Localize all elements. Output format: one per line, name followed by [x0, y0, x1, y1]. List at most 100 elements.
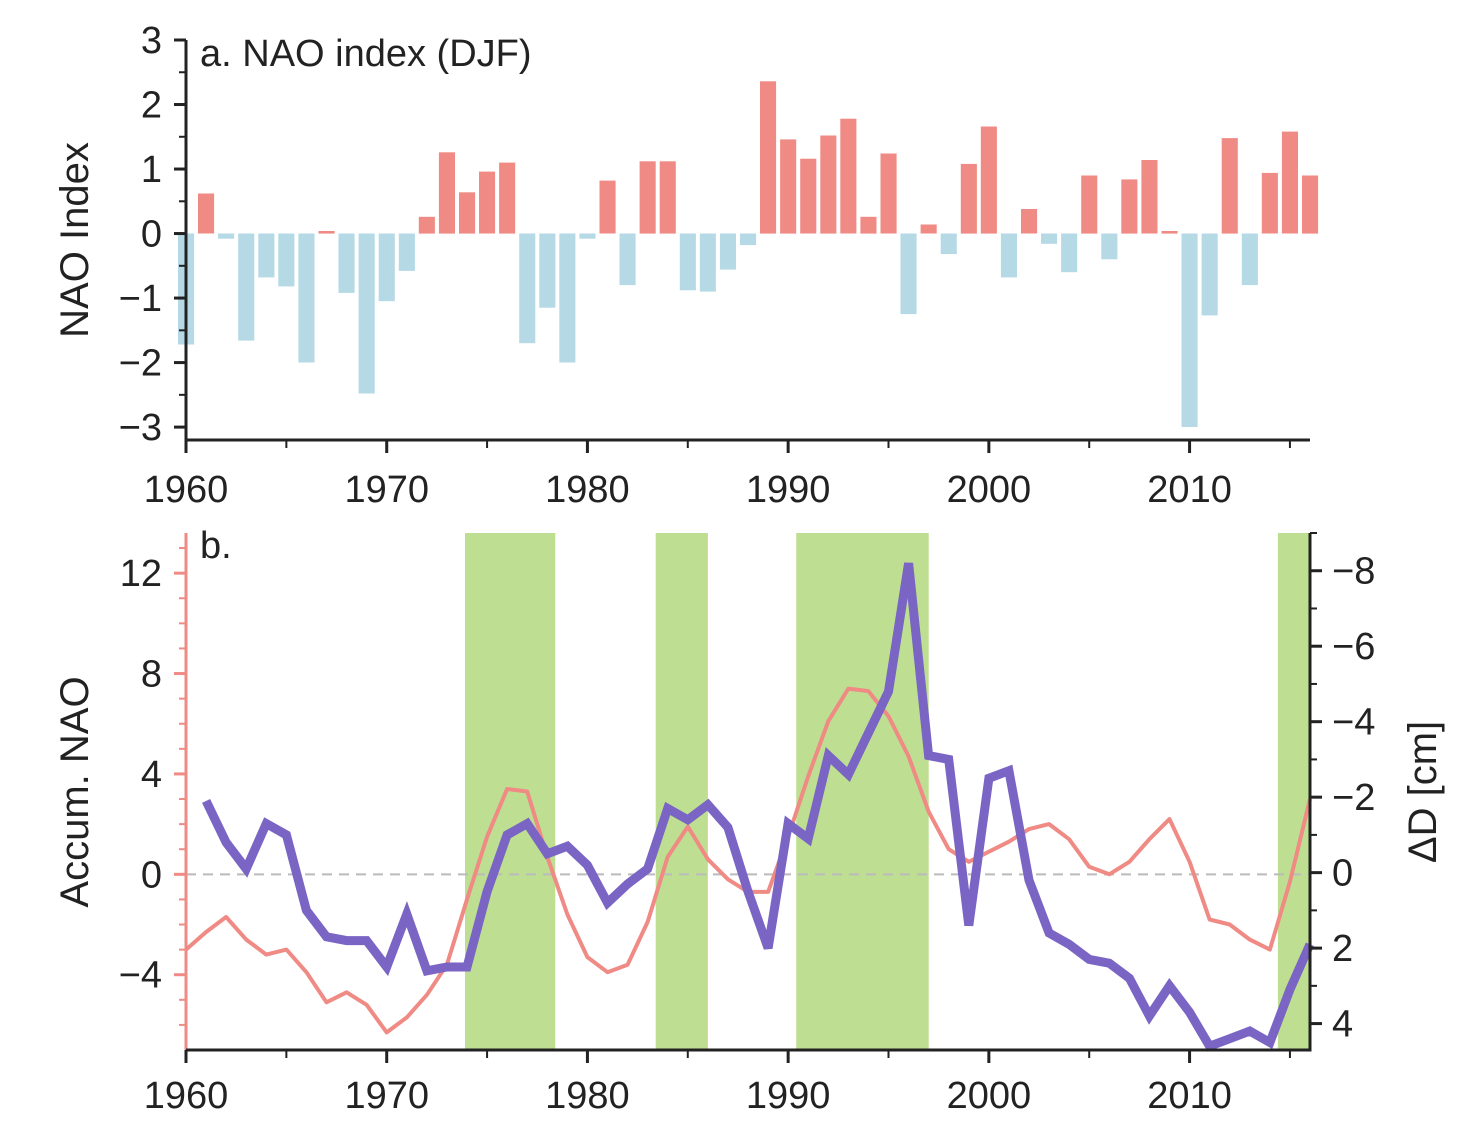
panel-a-y-tick-label: 1	[141, 149, 162, 191]
panel-b-left-tick-label: −4	[119, 955, 162, 997]
nao-bar-2013	[1241, 233, 1258, 286]
panel-b-series	[184, 562, 1315, 1052]
nao-bar-1997	[920, 224, 937, 234]
panel-b-left-tick-label: 12	[120, 553, 162, 595]
nao-bar-1975	[479, 171, 496, 234]
nao-bar-2001	[1000, 233, 1017, 278]
nao-bar-2003	[1041, 233, 1058, 244]
nao-bar-1989	[760, 81, 777, 234]
nao-bar-2009	[1161, 231, 1178, 234]
nao-bar-1965	[278, 233, 295, 287]
nao-bar-2000	[980, 126, 997, 234]
panel-a-x-tick-label: 1990	[746, 469, 831, 511]
panel-b-left-axis-label: Accum. NAO	[53, 676, 97, 907]
panel-a-y-tick-label: 3	[141, 20, 162, 62]
panel-b-x-tick-label: 2000	[947, 1075, 1032, 1117]
panel-b-right-tick-label: −4	[1332, 702, 1375, 744]
nao-bar-1992	[820, 135, 837, 234]
nao-bar-1961	[198, 193, 215, 234]
panel-b-left-tick-label: 0	[141, 854, 162, 896]
panel-a-x-tick-label: 1960	[144, 469, 229, 511]
nao-bar-1984	[659, 161, 676, 234]
nao-bar-1994	[860, 216, 877, 234]
nao-bar-2007	[1121, 179, 1138, 234]
nao-bar-1968	[338, 233, 355, 293]
accum-nao-line	[184, 686, 1312, 1035]
shaded-period	[655, 533, 708, 1050]
nao-bar-1964	[258, 233, 275, 278]
panel-a-x-tick-label: 2010	[1147, 469, 1232, 511]
nao-bar-1990	[780, 139, 797, 234]
nao-bar-2016	[1302, 175, 1319, 234]
nao-bar-1988	[740, 233, 757, 246]
nao-bar-1978	[539, 233, 556, 308]
nao-bar-1977	[519, 233, 536, 344]
panel-b-right-tick-label: −8	[1332, 551, 1375, 593]
panel-b-left-tick-label: 4	[141, 754, 162, 796]
nao-bar-1972	[418, 216, 435, 234]
panel-a-x-tick-label: 1980	[545, 469, 630, 511]
nao-bar-1982	[619, 233, 636, 286]
panel-b-x-tick-label: 1970	[344, 1075, 429, 1117]
nao-bar-1993	[840, 118, 857, 234]
panel-b-axes: 12 8 4 0 −4 −8 −6 −4 −2 0 2 4 1960 1970 1980 1990 2000 20…	[119, 532, 1375, 1117]
nao-bar-1963	[238, 233, 255, 341]
nao-bar-1996	[900, 233, 917, 315]
panel-b-right-tick-label: −2	[1332, 777, 1375, 819]
panel-a-bars	[178, 81, 1319, 427]
panel-a-title: a. NAO index (DJF)	[200, 33, 532, 75]
nao-bar-2015	[1281, 131, 1298, 234]
panel-a-x-tick-label: 2000	[947, 469, 1032, 511]
panel-b-x-tick-label: 1960	[144, 1075, 229, 1117]
panel-b-title: b.	[200, 525, 232, 567]
nao-bar-1981	[599, 180, 616, 234]
nao-bar-1985	[679, 233, 696, 291]
nao-bar-1970	[378, 233, 395, 302]
nao-bar-1991	[800, 158, 817, 234]
panel-b-left-tick-label: 8	[141, 654, 162, 696]
nao-bar-1966	[298, 233, 315, 363]
panel-a-nao-index: 3 2 1 0 −1 −2 −3 1960 1970 1980 1990 2000 2010 a. NA…	[53, 20, 1319, 511]
panel-b-x-tick-label: 2010	[1147, 1075, 1232, 1117]
nao-bar-1974	[459, 192, 476, 234]
nao-bar-2010	[1181, 233, 1198, 427]
nao-bar-1967	[318, 231, 335, 234]
panel-b-right-axis-label: ΔD [cm]	[1401, 721, 1445, 863]
panel-b-x-tick-label: 1980	[545, 1075, 630, 1117]
panel-b-right-tick-label: 0	[1332, 853, 1353, 895]
nao-bar-1995	[880, 153, 897, 234]
nao-bar-1986	[699, 233, 716, 292]
nao-bar-1962	[218, 233, 235, 239]
nao-bar-2014	[1261, 172, 1278, 234]
nao-bar-2008	[1141, 160, 1158, 234]
panel-a-y-tick-label: −3	[119, 407, 162, 449]
panel-a-y-tick-label: 2	[141, 85, 162, 127]
nao-bar-1973	[438, 152, 455, 234]
nao-bar-1999	[960, 163, 977, 234]
nao-bar-2012	[1221, 138, 1238, 234]
nao-bar-2006	[1101, 233, 1118, 260]
panel-a-y-tick-label: 0	[141, 214, 162, 256]
nao-bar-2004	[1061, 233, 1078, 273]
panel-b-right-tick-label: 2	[1332, 928, 1353, 970]
shaded-period	[465, 533, 556, 1050]
panel-a-x-tick-label: 1970	[344, 469, 429, 511]
panel-b-right-tick-label: 4	[1332, 1004, 1353, 1046]
nao-bar-1987	[719, 233, 736, 270]
panel-a-axes: 3 2 1 0 −1 −2 −3 1960 1970 1980 1990 2000 2010	[119, 20, 1310, 511]
nao-bar-2002	[1021, 209, 1038, 234]
nao-bar-1971	[398, 233, 415, 271]
delta-d-line	[202, 562, 1315, 1052]
panel-b-x-tick-label: 1990	[746, 1075, 831, 1117]
panel-a-y-tick-label: −1	[119, 278, 162, 320]
panel-b-accum-nao: 12 8 4 0 −4 −8 −6 −4 −2 0 2 4 1960 1970 1980 1990 2000 20…	[53, 525, 1445, 1117]
nao-bar-2005	[1081, 175, 1098, 234]
panel-a-y-tick-label: −2	[119, 343, 162, 385]
panel-b-shaded-periods	[465, 533, 1310, 1050]
nao-bar-1976	[499, 162, 516, 234]
nao-bar-2011	[1201, 233, 1218, 316]
nao-bar-1983	[639, 161, 656, 234]
panel-a-y-axis-label: NAO Index	[53, 142, 97, 338]
nao-bar-1980	[579, 233, 596, 239]
